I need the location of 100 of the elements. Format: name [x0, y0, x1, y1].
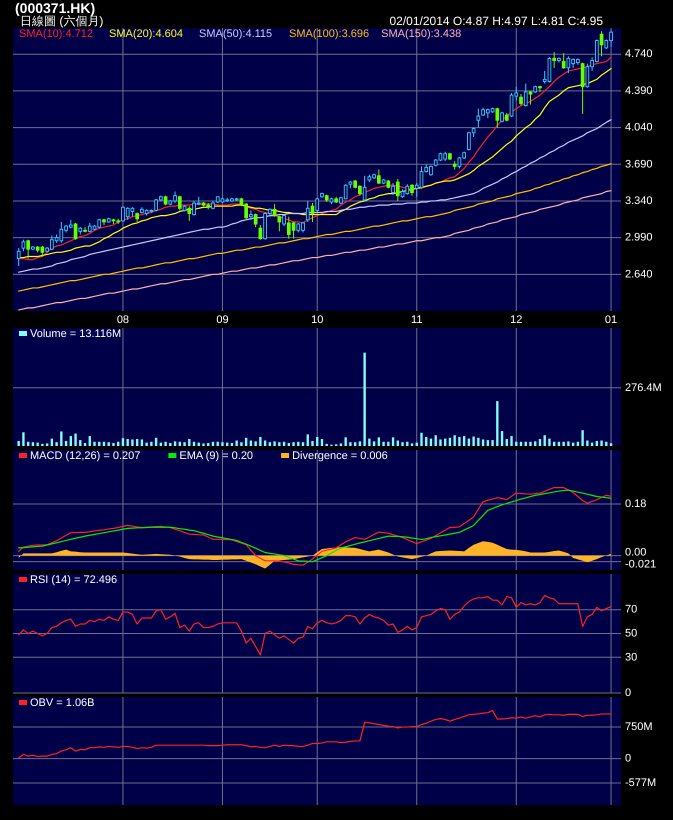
candlestick	[16, 248, 21, 266]
y-tick-label: 276.4M	[625, 382, 662, 394]
bar	[576, 442, 580, 446]
candlestick	[552, 52, 556, 68]
bar	[358, 441, 362, 446]
candlestick	[254, 213, 258, 228]
bar	[178, 442, 181, 446]
bar	[396, 440, 399, 446]
y-tick-label: -0.021	[625, 558, 656, 571]
candlestick	[282, 214, 286, 227]
bar	[496, 401, 498, 446]
candlestick	[396, 178, 400, 202]
bar	[226, 442, 228, 446]
bar	[567, 441, 570, 446]
bar	[169, 443, 172, 446]
y-tick-label: -577M	[625, 777, 656, 790]
line-series	[18, 119, 612, 273]
bar	[586, 440, 589, 446]
bar	[581, 430, 584, 446]
bar	[98, 442, 100, 446]
bar	[600, 440, 603, 446]
candlestick	[524, 83, 528, 108]
candlestick	[580, 62, 584, 114]
bar	[340, 443, 342, 446]
bar	[354, 442, 356, 446]
candlestick	[391, 182, 395, 196]
bar	[278, 442, 281, 446]
text: SMA(50):4.115	[199, 28, 272, 40]
legend-label: Divergence = 0.006	[292, 450, 388, 462]
x-tick-label: 12	[510, 314, 522, 326]
candlestick	[500, 111, 504, 123]
bar	[259, 436, 262, 446]
bar	[425, 436, 428, 446]
legend-label: OBV = 1.06B	[30, 697, 95, 709]
bar	[174, 441, 176, 446]
bar	[444, 438, 446, 446]
bar	[387, 442, 390, 446]
bar	[36, 442, 39, 446]
bar	[558, 442, 560, 446]
candlestick	[277, 215, 282, 232]
bar	[453, 435, 456, 446]
bar	[46, 443, 48, 446]
bar	[70, 436, 72, 446]
candlestick	[495, 107, 500, 128]
bar	[288, 443, 290, 446]
bar	[136, 439, 138, 446]
text: SMA(20):4.604	[109, 28, 183, 40]
candlestick	[164, 195, 168, 206]
bar	[382, 442, 385, 446]
y-tick-label: 2.990	[625, 232, 653, 244]
bar	[254, 441, 257, 446]
bar	[524, 442, 527, 446]
legend-label: EMA (9) = 0.20	[179, 450, 254, 462]
bar	[534, 441, 536, 446]
bar	[349, 442, 352, 446]
bar	[372, 441, 376, 446]
bar	[434, 435, 437, 446]
chart-title: (000371.HK)	[15, 0, 96, 16]
bar	[250, 440, 252, 446]
candlestick	[178, 195, 182, 211]
bar	[552, 442, 556, 446]
bar	[297, 442, 300, 446]
bar	[477, 438, 480, 446]
x-tick-label: 11	[411, 314, 422, 326]
bar	[235, 440, 238, 446]
line-series	[18, 163, 612, 292]
candlestick	[135, 212, 140, 222]
line-series	[18, 594, 612, 656]
bar	[468, 438, 470, 446]
bar	[506, 439, 508, 446]
y-tick-label: 0.00	[625, 546, 646, 559]
bar	[154, 438, 158, 446]
y-tick-label: 30	[625, 651, 638, 664]
y-tick-label: 750M	[625, 721, 653, 734]
bar	[596, 440, 598, 446]
bar	[126, 439, 129, 446]
y-tick-label: 70	[625, 604, 638, 616]
candlestick	[22, 239, 26, 252]
bar	[198, 442, 200, 446]
x-tick-label: 09	[216, 314, 229, 326]
bar	[160, 442, 162, 446]
y-tick-label: 3.340	[625, 194, 653, 207]
bar	[145, 442, 148, 446]
candlestick	[476, 108, 480, 128]
bar	[472, 436, 475, 446]
bar	[164, 442, 167, 446]
bar	[416, 442, 418, 446]
candlestick	[74, 222, 78, 240]
bar	[562, 442, 565, 446]
bar	[406, 442, 408, 446]
y-tick-label: 0	[625, 752, 632, 765]
bar	[268, 442, 272, 446]
y-tick-label: 0.18	[625, 498, 646, 510]
candlestick	[187, 206, 192, 222]
bar	[108, 442, 110, 446]
bar	[306, 434, 309, 446]
text: SMA(150):3.438	[381, 28, 462, 40]
legend-label: MACD (12,26) = 0.207	[30, 450, 140, 462]
bar	[150, 442, 153, 446]
candlestick	[249, 210, 253, 220]
